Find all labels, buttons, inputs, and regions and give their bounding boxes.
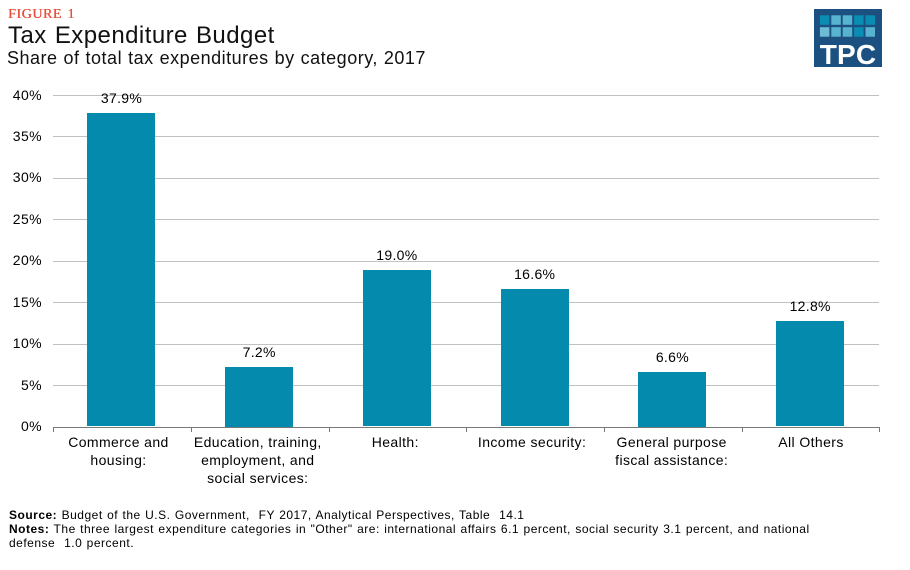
svg-text:TPC: TPC bbox=[820, 39, 877, 67]
